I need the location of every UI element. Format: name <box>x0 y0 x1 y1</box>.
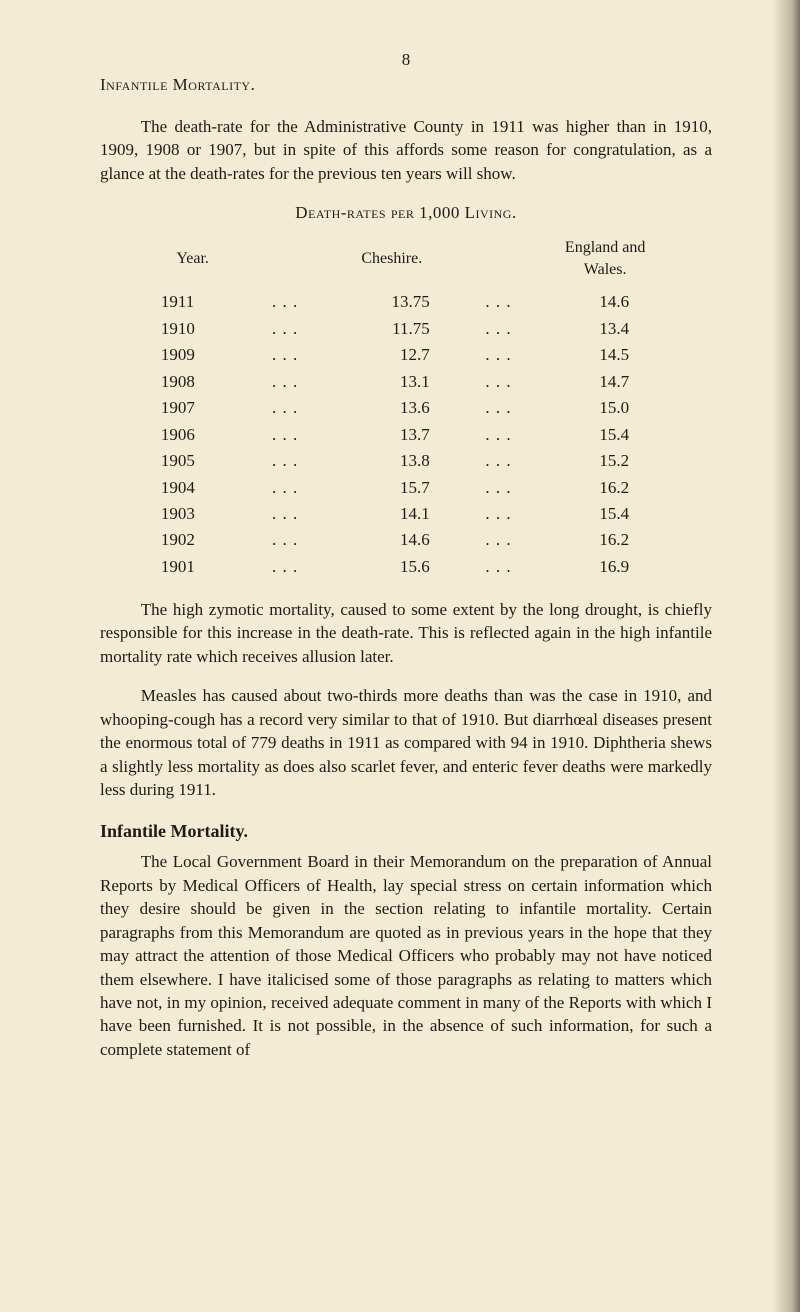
table-row: 1911. . .13.75. . .14.6 <box>143 289 669 315</box>
cell-cheshire: 13.75 <box>328 289 456 315</box>
table-row: 1903. . .14.1. . .15.4 <box>143 501 669 527</box>
table-row: 1909. . .12.7. . .14.5 <box>143 342 669 368</box>
cell-dots: . . . <box>242 448 327 474</box>
cell-year: 1909 <box>143 342 243 368</box>
cell-dots: . . . <box>456 527 541 553</box>
table-header-row: Year. Cheshire. England and Wales. <box>143 235 669 289</box>
cell-dots: . . . <box>242 527 327 553</box>
cell-cheshire: 13.6 <box>328 395 456 421</box>
col-header-spacer <box>242 235 327 289</box>
table-row: 1908. . .13.1. . .14.7 <box>143 368 669 394</box>
cell-england: 14.6 <box>541 289 669 315</box>
cell-dots: . . . <box>242 474 327 500</box>
cell-dots: . . . <box>456 501 541 527</box>
paragraph-intro: The death-rate for the Administrative Co… <box>100 115 712 185</box>
table-row: 1902. . .14.6. . .16.2 <box>143 527 669 553</box>
paragraph-local-gov: The Local Government Board in their Memo… <box>100 850 712 1061</box>
page-number: 8 <box>100 48 712 71</box>
col-header-spacer <box>456 235 541 289</box>
cell-year: 1911 <box>143 289 243 315</box>
death-rates-table-title: Death-rates per 1,000 Living. <box>100 201 712 224</box>
cell-dots: . . . <box>242 368 327 394</box>
paragraph-measles: Measles has caused about two-thirds more… <box>100 684 712 801</box>
cell-dots: . . . <box>242 395 327 421</box>
cell-dots: . . . <box>242 315 327 341</box>
cell-cheshire: 14.1 <box>328 501 456 527</box>
cell-dots: . . . <box>456 395 541 421</box>
cell-dots: . . . <box>456 342 541 368</box>
paragraph-zymotic: The high zymotic mortality, caused to so… <box>100 598 712 668</box>
cell-england: 16.2 <box>541 527 669 553</box>
table-row: 1907. . .13.6. . .15.0 <box>143 395 669 421</box>
cell-england: 14.7 <box>541 368 669 394</box>
cell-dots: . . . <box>242 553 327 579</box>
table-row: 1906. . .13.7. . .15.4 <box>143 421 669 447</box>
section-heading-infantile-mortality: Infantile Mortality. <box>100 819 712 844</box>
cell-year: 1908 <box>143 368 243 394</box>
cell-dots: . . . <box>456 289 541 315</box>
cell-dots: . . . <box>242 421 327 447</box>
cell-dots: . . . <box>456 474 541 500</box>
cell-cheshire: 13.8 <box>328 448 456 474</box>
cell-england: 16.2 <box>541 474 669 500</box>
cell-dots: . . . <box>242 501 327 527</box>
cell-year: 1906 <box>143 421 243 447</box>
cell-year: 1902 <box>143 527 243 553</box>
cell-dots: . . . <box>456 315 541 341</box>
table-row: 1904. . .15.7. . .16.2 <box>143 474 669 500</box>
cell-year: 1904 <box>143 474 243 500</box>
cell-year: 1901 <box>143 553 243 579</box>
cell-cheshire: 15.6 <box>328 553 456 579</box>
cell-cheshire: 15.7 <box>328 474 456 500</box>
death-rates-table: Year. Cheshire. England and Wales. 1911.… <box>143 235 669 580</box>
cell-cheshire: 13.7 <box>328 421 456 447</box>
table-row: 1905. . .13.8. . .15.2 <box>143 448 669 474</box>
cell-england: 15.0 <box>541 395 669 421</box>
cell-year: 1907 <box>143 395 243 421</box>
cell-dots: . . . <box>456 421 541 447</box>
cell-dots: . . . <box>242 289 327 315</box>
cell-england: 15.2 <box>541 448 669 474</box>
cell-dots: . . . <box>456 448 541 474</box>
cell-year: 1903 <box>143 501 243 527</box>
table-row: 1901. . .15.6. . .16.9 <box>143 553 669 579</box>
cell-dots: . . . <box>456 553 541 579</box>
col-header-year: Year. <box>143 235 243 289</box>
col-header-england: England and Wales. <box>541 235 669 289</box>
running-head: Infantile Mortality. <box>100 73 712 96</box>
cell-cheshire: 11.75 <box>328 315 456 341</box>
cell-england: 14.5 <box>541 342 669 368</box>
cell-england: 13.4 <box>541 315 669 341</box>
cell-year: 1905 <box>143 448 243 474</box>
cell-cheshire: 14.6 <box>328 527 456 553</box>
cell-cheshire: 13.1 <box>328 368 456 394</box>
cell-england: 15.4 <box>541 501 669 527</box>
cell-dots: . . . <box>456 368 541 394</box>
cell-dots: . . . <box>242 342 327 368</box>
col-header-cheshire: Cheshire. <box>328 235 456 289</box>
cell-cheshire: 12.7 <box>328 342 456 368</box>
cell-year: 1910 <box>143 315 243 341</box>
cell-england: 16.9 <box>541 553 669 579</box>
cell-england: 15.4 <box>541 421 669 447</box>
table-row: 1910. . .11.75. . .13.4 <box>143 315 669 341</box>
